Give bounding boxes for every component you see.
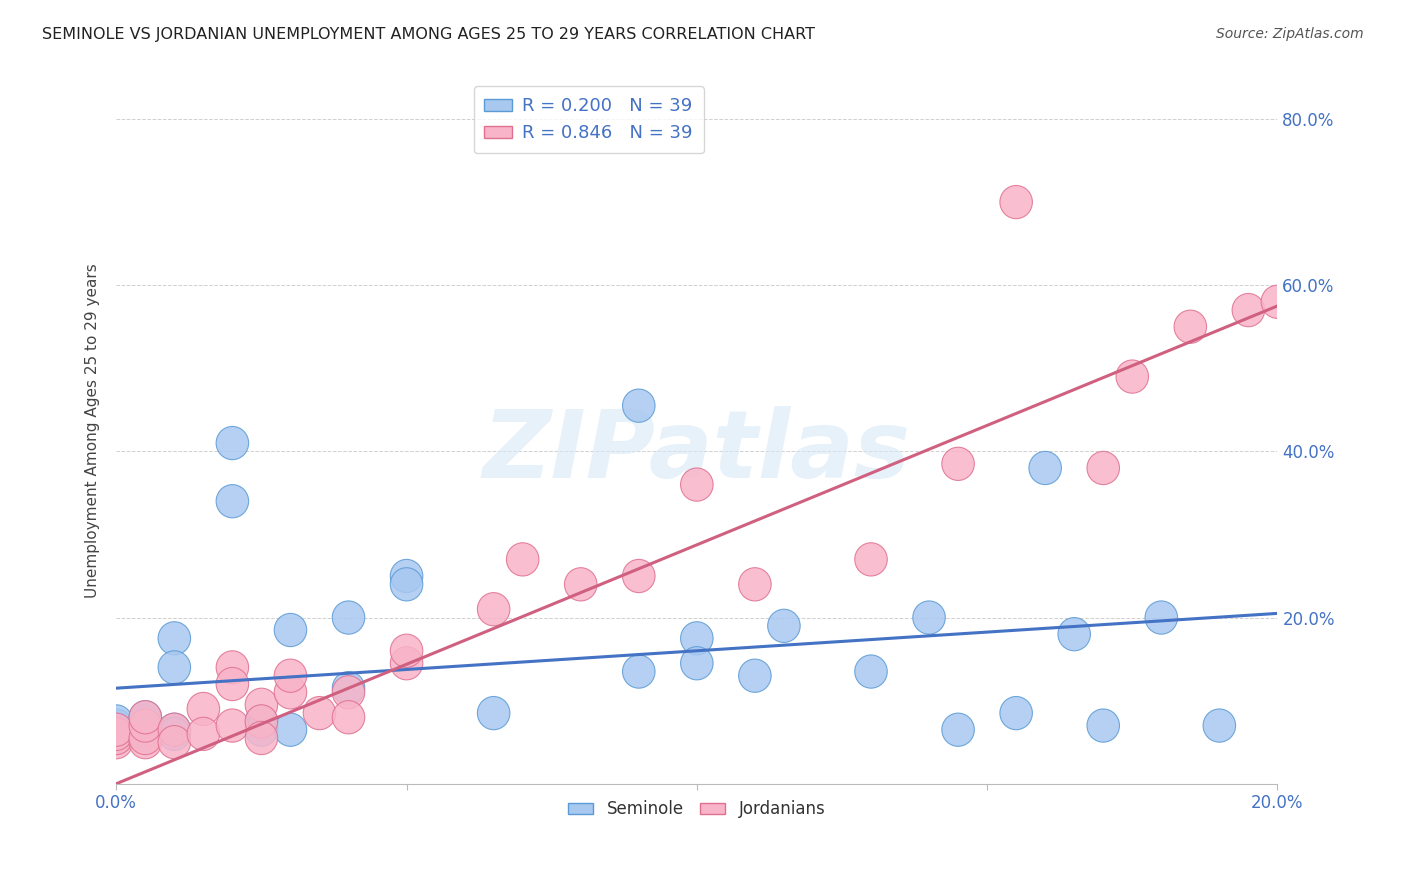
- Ellipse shape: [1000, 186, 1032, 219]
- Ellipse shape: [768, 609, 800, 642]
- Ellipse shape: [564, 567, 598, 601]
- Ellipse shape: [129, 725, 162, 759]
- Ellipse shape: [100, 709, 132, 742]
- Ellipse shape: [129, 700, 162, 734]
- Ellipse shape: [129, 713, 162, 747]
- Ellipse shape: [623, 389, 655, 422]
- Ellipse shape: [942, 447, 974, 481]
- Ellipse shape: [391, 647, 423, 680]
- Ellipse shape: [217, 651, 249, 684]
- Ellipse shape: [217, 667, 249, 700]
- Ellipse shape: [245, 722, 277, 755]
- Ellipse shape: [100, 717, 132, 750]
- Ellipse shape: [100, 722, 132, 755]
- Ellipse shape: [100, 713, 132, 747]
- Ellipse shape: [157, 717, 191, 750]
- Ellipse shape: [912, 601, 945, 634]
- Ellipse shape: [157, 725, 191, 759]
- Ellipse shape: [274, 614, 307, 647]
- Ellipse shape: [506, 542, 538, 576]
- Ellipse shape: [100, 722, 132, 755]
- Text: ZIPatlas: ZIPatlas: [482, 406, 911, 498]
- Ellipse shape: [274, 676, 307, 709]
- Ellipse shape: [217, 426, 249, 459]
- Ellipse shape: [274, 659, 307, 692]
- Ellipse shape: [681, 647, 713, 680]
- Ellipse shape: [1116, 360, 1149, 393]
- Ellipse shape: [245, 713, 277, 747]
- Ellipse shape: [738, 659, 770, 692]
- Ellipse shape: [391, 634, 423, 667]
- Ellipse shape: [1057, 617, 1091, 651]
- Ellipse shape: [129, 705, 162, 738]
- Ellipse shape: [478, 592, 510, 626]
- Ellipse shape: [332, 700, 364, 734]
- Ellipse shape: [100, 725, 132, 759]
- Ellipse shape: [157, 622, 191, 655]
- Ellipse shape: [623, 655, 655, 688]
- Ellipse shape: [100, 713, 132, 747]
- Ellipse shape: [217, 484, 249, 518]
- Ellipse shape: [100, 717, 132, 750]
- Text: Source: ZipAtlas.com: Source: ZipAtlas.com: [1216, 27, 1364, 41]
- Ellipse shape: [157, 713, 191, 747]
- Ellipse shape: [1000, 697, 1032, 730]
- Ellipse shape: [245, 705, 277, 738]
- Ellipse shape: [332, 601, 364, 634]
- Ellipse shape: [245, 705, 277, 738]
- Ellipse shape: [332, 676, 364, 709]
- Ellipse shape: [1232, 293, 1264, 326]
- Y-axis label: Unemployment Among Ages 25 to 29 years: Unemployment Among Ages 25 to 29 years: [86, 263, 100, 598]
- Ellipse shape: [623, 559, 655, 592]
- Legend: Seminole, Jordanians: Seminole, Jordanians: [561, 794, 832, 825]
- Ellipse shape: [855, 542, 887, 576]
- Ellipse shape: [304, 697, 336, 730]
- Ellipse shape: [391, 567, 423, 601]
- Ellipse shape: [100, 705, 132, 738]
- Ellipse shape: [478, 697, 510, 730]
- Ellipse shape: [129, 700, 162, 734]
- Ellipse shape: [681, 468, 713, 501]
- Ellipse shape: [1087, 451, 1119, 484]
- Ellipse shape: [1174, 310, 1206, 343]
- Ellipse shape: [217, 709, 249, 742]
- Ellipse shape: [855, 655, 887, 688]
- Text: SEMINOLE VS JORDANIAN UNEMPLOYMENT AMONG AGES 25 TO 29 YEARS CORRELATION CHART: SEMINOLE VS JORDANIAN UNEMPLOYMENT AMONG…: [42, 27, 815, 42]
- Ellipse shape: [1144, 601, 1178, 634]
- Ellipse shape: [1261, 285, 1294, 318]
- Ellipse shape: [187, 717, 219, 750]
- Ellipse shape: [1204, 709, 1236, 742]
- Ellipse shape: [738, 567, 770, 601]
- Ellipse shape: [129, 709, 162, 742]
- Ellipse shape: [157, 651, 191, 684]
- Ellipse shape: [1087, 709, 1119, 742]
- Ellipse shape: [332, 672, 364, 705]
- Ellipse shape: [129, 722, 162, 755]
- Ellipse shape: [157, 713, 191, 747]
- Ellipse shape: [129, 717, 162, 750]
- Ellipse shape: [942, 713, 974, 747]
- Ellipse shape: [1029, 451, 1062, 484]
- Ellipse shape: [681, 622, 713, 655]
- Ellipse shape: [187, 692, 219, 725]
- Ellipse shape: [274, 713, 307, 747]
- Ellipse shape: [245, 688, 277, 722]
- Ellipse shape: [391, 559, 423, 592]
